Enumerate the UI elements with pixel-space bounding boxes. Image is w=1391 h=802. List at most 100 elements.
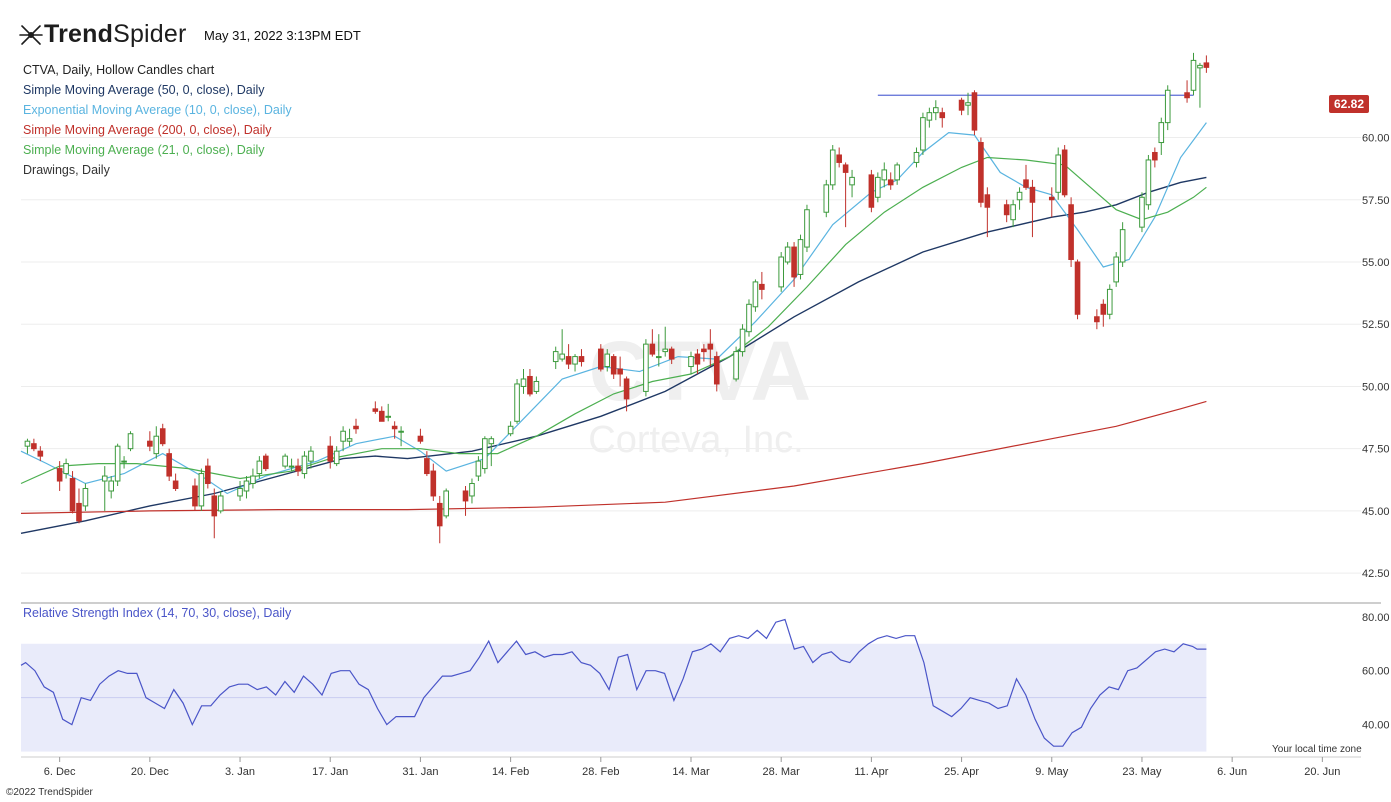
candle (926, 107, 933, 128)
legend-item-ema10[interactable]: Exponential Moving Average (10, 0, close… (23, 103, 292, 117)
candle-body (887, 179, 894, 186)
price-tick-label: 60.00 (1362, 133, 1390, 145)
legend-item-sma200[interactable]: Simple Moving Average (200, 0, close), D… (23, 123, 272, 137)
candle-body (649, 343, 656, 355)
candle-body (192, 485, 198, 507)
spider-logo-icon (19, 24, 43, 45)
candle-body (514, 383, 520, 422)
candle (1094, 309, 1100, 330)
candle-body (24, 440, 31, 447)
candle-body (333, 450, 340, 465)
legend-item-drawings[interactable]: Drawings, Daily (23, 163, 110, 177)
candle-body (295, 465, 301, 472)
candle (217, 490, 224, 514)
candle (385, 403, 392, 422)
date-tick-label: 17. Jan (312, 766, 348, 778)
candle (82, 483, 89, 511)
candle-body (69, 478, 76, 512)
candle-body (121, 460, 127, 463)
watermark-symbol: CTVA (589, 324, 811, 418)
candle-body (288, 465, 295, 468)
candle (37, 446, 44, 462)
candle (984, 187, 991, 238)
date-tick-label: 25. Apr (944, 766, 979, 778)
candle-body (430, 470, 437, 497)
candle-body (101, 475, 108, 482)
candle-body (694, 353, 701, 365)
candle (791, 242, 797, 287)
legend-item-sma21[interactable]: Simple Moving Average (21, 0, close), Da… (23, 143, 265, 157)
candle-body (926, 112, 933, 121)
candle (205, 458, 211, 489)
candle (121, 456, 127, 469)
candle (1164, 85, 1171, 131)
candle-body (739, 328, 746, 353)
candle (578, 349, 585, 367)
candle-body (1055, 154, 1062, 193)
candle (1113, 252, 1119, 287)
candle (340, 426, 346, 452)
legend-item-sma50[interactable]: Simple Moving Average (50, 0, close), Da… (23, 83, 265, 97)
candle-body (1016, 191, 1023, 201)
candle (823, 179, 830, 218)
candle-body (578, 356, 585, 363)
ma-line-sma200 (20, 400, 1207, 514)
candle-body (108, 480, 114, 492)
candle (649, 329, 656, 357)
candle-body (417, 435, 424, 442)
candle-body (933, 107, 939, 114)
candle-body (598, 348, 604, 370)
candle (604, 349, 611, 372)
candle-body (971, 92, 978, 131)
candle (933, 100, 939, 121)
candle (391, 421, 398, 439)
candle-body (469, 483, 475, 497)
candle (333, 446, 340, 467)
rsi-legend-label[interactable]: Relative Strength Index (14, 70, 30, clo… (23, 606, 292, 620)
candle (971, 90, 978, 136)
candle-body (1113, 256, 1119, 283)
candle (1023, 164, 1029, 190)
candle-body (842, 164, 849, 173)
date-tick-label: 6. Dec (44, 766, 76, 778)
candle (417, 428, 424, 444)
candle-body (1119, 229, 1126, 263)
candle (462, 486, 469, 516)
candle-body (482, 438, 488, 470)
candle-body (1145, 159, 1152, 206)
candle (1061, 145, 1068, 198)
candle (739, 324, 746, 357)
candle-body (205, 465, 211, 485)
date-tick-label: 31. Jan (402, 766, 438, 778)
candle (1068, 197, 1074, 267)
rsi-tick-label: 80.00 (1362, 612, 1390, 624)
candle-body (353, 425, 359, 430)
candle-body (114, 445, 121, 482)
date-tick-label: 9. May (1035, 766, 1069, 778)
candle (887, 172, 894, 190)
candle (1139, 192, 1145, 233)
candle-body (1164, 89, 1171, 124)
candle (288, 458, 295, 472)
candle (507, 421, 514, 437)
candle (1055, 147, 1062, 200)
date-tick-label: 20. Dec (131, 766, 169, 778)
candle-body (1197, 64, 1203, 69)
candle (69, 471, 76, 514)
candle-body (559, 353, 565, 360)
candle (372, 401, 379, 414)
candle (559, 329, 565, 362)
candle-body (617, 368, 623, 375)
local-time-zone-label[interactable]: Your local time zone (1272, 744, 1362, 755)
candle-body (978, 142, 984, 203)
candle-body (217, 495, 224, 512)
date-tick-label: 3. Jan (225, 766, 255, 778)
candle (378, 406, 385, 422)
candle-body (520, 378, 527, 387)
last-price-badge: 62.82 (1329, 95, 1369, 113)
candle-body (733, 351, 739, 380)
candle (868, 169, 875, 213)
candle-body (250, 475, 256, 485)
brand-name: TrendSpider (44, 20, 187, 49)
